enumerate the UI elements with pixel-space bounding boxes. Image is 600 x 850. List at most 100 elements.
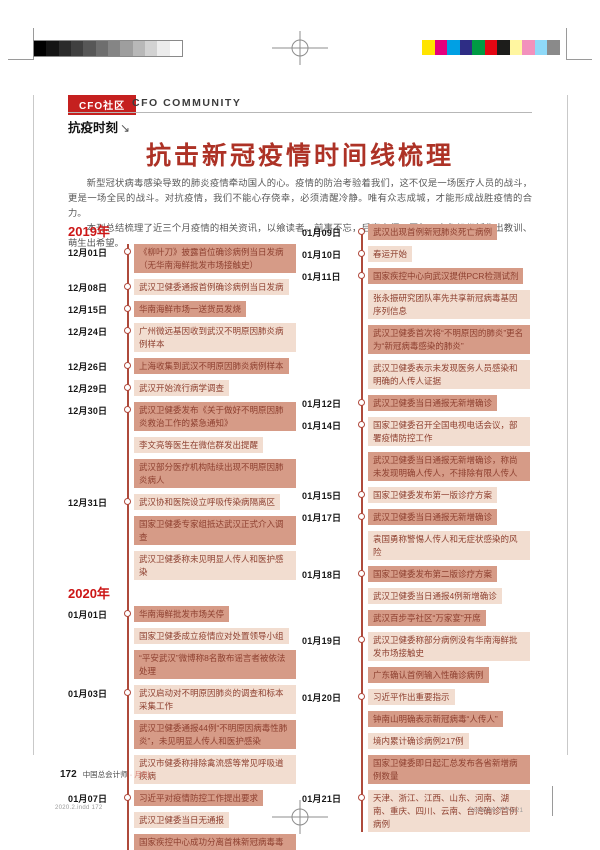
calibration-swatch <box>70 41 84 56</box>
timeline-row: 国家卫健委专家组抵达武汉正式介入调查 <box>68 516 300 545</box>
timeline-date: 01月03日 <box>68 689 108 699</box>
calibration-swatch <box>459 40 473 55</box>
intro-paragraph: 本刊总结梳理了近三个月疫情的相关资讯，以飨读者。前事不忘，后事之师，愿每一次危机… <box>68 223 532 249</box>
timeline-marker-icon <box>123 794 131 801</box>
timeline-event-box: 武汉卫健委当日通报无新增确诊 <box>368 395 498 411</box>
timeline-event-box: 上海收集到武汉不明原因肺炎病例样本 <box>134 358 289 374</box>
timeline-row: 01月18日 国家卫健委发布第二版诊疗方案 <box>302 566 534 582</box>
print-file-label: 2020.2.indd 172 <box>55 805 103 811</box>
timeline-event-box: 武汉卫健委通报首例确诊病例当日发病 <box>134 279 289 295</box>
timeline-event-box: 武汉卫健委称未见明显人传人和医护感染 <box>134 551 296 580</box>
calibration-swatch <box>484 40 498 55</box>
timeline-marker-icon <box>123 305 131 312</box>
calibration-swatch <box>132 41 145 56</box>
timeline-event-box: 广州微远基因收到武汉不明原因肺炎病例样本 <box>134 323 296 352</box>
timeline-event-box: 国家卫健委专家组抵达武汉正式介入调查 <box>134 516 296 545</box>
timeline-date: 01月20日 <box>302 693 342 703</box>
header-divider <box>68 112 532 113</box>
timeline-marker-icon <box>357 228 365 235</box>
community-label: CFO COMMUNITY <box>132 97 242 109</box>
timeline-event-box: 袁国勇称警惕人传人和无症状感染的风险 <box>368 531 530 560</box>
timeline-event-box: 习近平对疫情防控工作提出要求 <box>134 790 264 806</box>
timeline-marker-icon <box>357 513 365 520</box>
timeline-row: 钟南山明确表示新冠病毒“人传人” <box>302 711 534 727</box>
timeline-date: 01月19日 <box>302 636 342 646</box>
timeline-event-box: 武汉卫健委当日通报无新增确诊，称尚未发现明确人传人，不排除有限人传人 <box>368 452 530 481</box>
timeline-marker-icon <box>123 248 131 255</box>
calibration-swatch <box>34 41 47 56</box>
timeline-row: 广东确认首例输入性确诊病例 <box>302 667 534 683</box>
calibration-swatch <box>169 41 182 56</box>
timeline-event-box: 武汉开始流行病学调查 <box>134 380 230 396</box>
timeline-event-box: 武汉卫健委当日通报无新增确诊 <box>368 509 498 525</box>
page-edge-line <box>33 95 34 755</box>
timeline-row: 12月29日 武汉开始流行病学调查 <box>68 380 300 396</box>
timeline-row: 01月01日 华南海鲜批发市场关停 <box>68 606 300 622</box>
calibration-swatch <box>497 40 510 55</box>
timeline-marker-icon <box>357 272 365 279</box>
timeline-event-box: 国家卫健委发布第一版诊疗方案 <box>368 487 498 503</box>
timeline-event-box: 武汉市健委称排除禽流感等常见呼吸道疾病 <box>134 755 296 784</box>
timeline-marker-icon <box>357 794 365 801</box>
timeline-event-box: 李文亮等医生在微信群发出提醒 <box>134 437 264 453</box>
calibration-swatch <box>46 41 59 56</box>
crop-mark <box>566 28 567 60</box>
timeline-marker-icon <box>123 283 131 290</box>
calibration-swatch <box>144 41 158 56</box>
timeline-row: 袁国勇称警惕人传人和无症状感染的风险 <box>302 531 534 560</box>
timeline-row: 武汉卫健委当日通报无新增确诊，称尚未发现明确人传人，不排除有限人传人 <box>302 452 534 481</box>
timeline-event-box: 武汉卫健委表示未发现医务人员感染和明确的人传人证据 <box>368 360 530 389</box>
timeline-event-box: 武汉启动对不明原因肺炎的调查和标本采集工作 <box>134 685 296 714</box>
timeline-row: 12月30日 武汉卫健委发布《关于做好不明原因肺炎救治工作的紧急通知》 <box>68 402 300 431</box>
timeline-event-box: 《柳叶刀》披露首位确诊病例当日发病（无华南海鲜批发市场接触史） <box>134 244 296 273</box>
timeline-row: 武汉卫健委首次将“不明原因的肺炎”更名为“新冠病毒感染的肺炎” <box>302 325 534 354</box>
intro-paragraphs: 新型冠状病毒感染导致的肺炎疫情牵动国人的心。疫情的防治考验着我们，这不仅是一场医… <box>68 176 532 251</box>
timeline-event-box: 习近平作出重要指示 <box>368 689 455 705</box>
page-number: 172 <box>60 769 77 780</box>
cfo-community-badge: CFO社区 <box>68 95 137 115</box>
timeline-row: 01月19日 武汉卫健委称部分病例没有华南海鲜批发市场接触史 <box>302 632 534 661</box>
timeline-event-box: 华南海鲜批发市场关停 <box>134 606 230 622</box>
calibration-swatch <box>83 41 96 56</box>
timeline-marker-icon <box>357 570 365 577</box>
timeline-event-box: 武汉卫健委发布《关于做好不明原因肺炎救治工作的紧急通知》 <box>134 402 296 431</box>
timeline-event-box: 武汉卫健委首次将“不明原因的肺炎”更名为“新冠病毒感染的肺炎” <box>368 325 530 354</box>
timeline-marker-icon <box>357 636 365 643</box>
timeline-year: 2019年 <box>68 224 110 239</box>
timeline-row: 01月12日 武汉卫健委当日通报无新增确诊 <box>302 395 534 411</box>
timeline-row: 01月21日 天津、浙江、江西、山东、河南、湖南、重庆、四川、云南、台湾确诊首例病… <box>302 790 534 832</box>
timeline-date: 01月07日 <box>68 794 108 804</box>
timeline-event-box: 国家卫健委成立疫情应对处置领导小组 <box>134 628 289 644</box>
timeline-row: 12月31日 武汉协和医院设立呼吸传染病隔离区 <box>68 494 300 510</box>
timeline-date: 01月15日 <box>302 491 342 501</box>
timeline-marker-icon <box>123 406 131 413</box>
timeline-event-box: 广东确认首例输入性确诊病例 <box>368 667 489 683</box>
timeline-row: 张永振研究团队率先共享新冠病毒基因序列信息 <box>302 290 534 319</box>
timeline-row: 武汉卫健委表示未发现医务人员感染和明确的人传人证据 <box>302 360 534 389</box>
timeline-date: 12月24日 <box>68 327 108 337</box>
crop-mark <box>566 59 592 60</box>
timeline-date: 12月01日 <box>68 248 108 258</box>
timeline-date: 01月01日 <box>68 610 108 620</box>
timeline-column-left: 2019年 12月01日 《柳叶刀》披露首位确诊病例当日发病（无华南海鲜批发市场接触… <box>68 224 300 850</box>
timeline-date: 12月15日 <box>68 305 108 315</box>
timeline-date: 12月30日 <box>68 406 108 416</box>
timeline-row: 12月08日 武汉卫健委通报首例确诊病例当日发病 <box>68 279 300 295</box>
calibration-swatch <box>107 41 121 56</box>
timeline-event-box: 武汉部分医疗机构陆续出现不明原因肺炎病人 <box>134 459 296 488</box>
crop-mark <box>552 786 553 816</box>
timeline-event-box: 国家疾控中心成功分离首株新冠病毒毒株 <box>134 834 296 850</box>
timeline-row: 武汉部分医疗机构陆续出现不明原因肺炎病人 <box>68 459 300 488</box>
timeline-event-box: 国家卫健委发布第二版诊疗方案 <box>368 566 498 582</box>
calibration-swatch <box>422 40 435 55</box>
timeline-marker-icon <box>123 362 131 369</box>
timeline-row: 12月01日 《柳叶刀》披露首位确诊病例当日发病（无华南海鲜批发市场接触史） <box>68 244 300 273</box>
calibration-swatch <box>434 40 448 55</box>
timeline-row: 12月15日 华南海鲜市场一送货员发烧 <box>68 301 300 317</box>
calibration-swatch <box>547 40 561 55</box>
calibration-swatch <box>58 41 71 56</box>
timeline-row: 01月07日 习近平对疫情防控工作提出要求 <box>68 790 300 806</box>
timeline-event-box: 武汉百步亭社区“万家宴”开席 <box>368 610 486 626</box>
timeline-event-box: 钟南山明确表示新冠病毒“人传人” <box>368 711 503 727</box>
grayscale-calibration-bar <box>33 40 183 57</box>
